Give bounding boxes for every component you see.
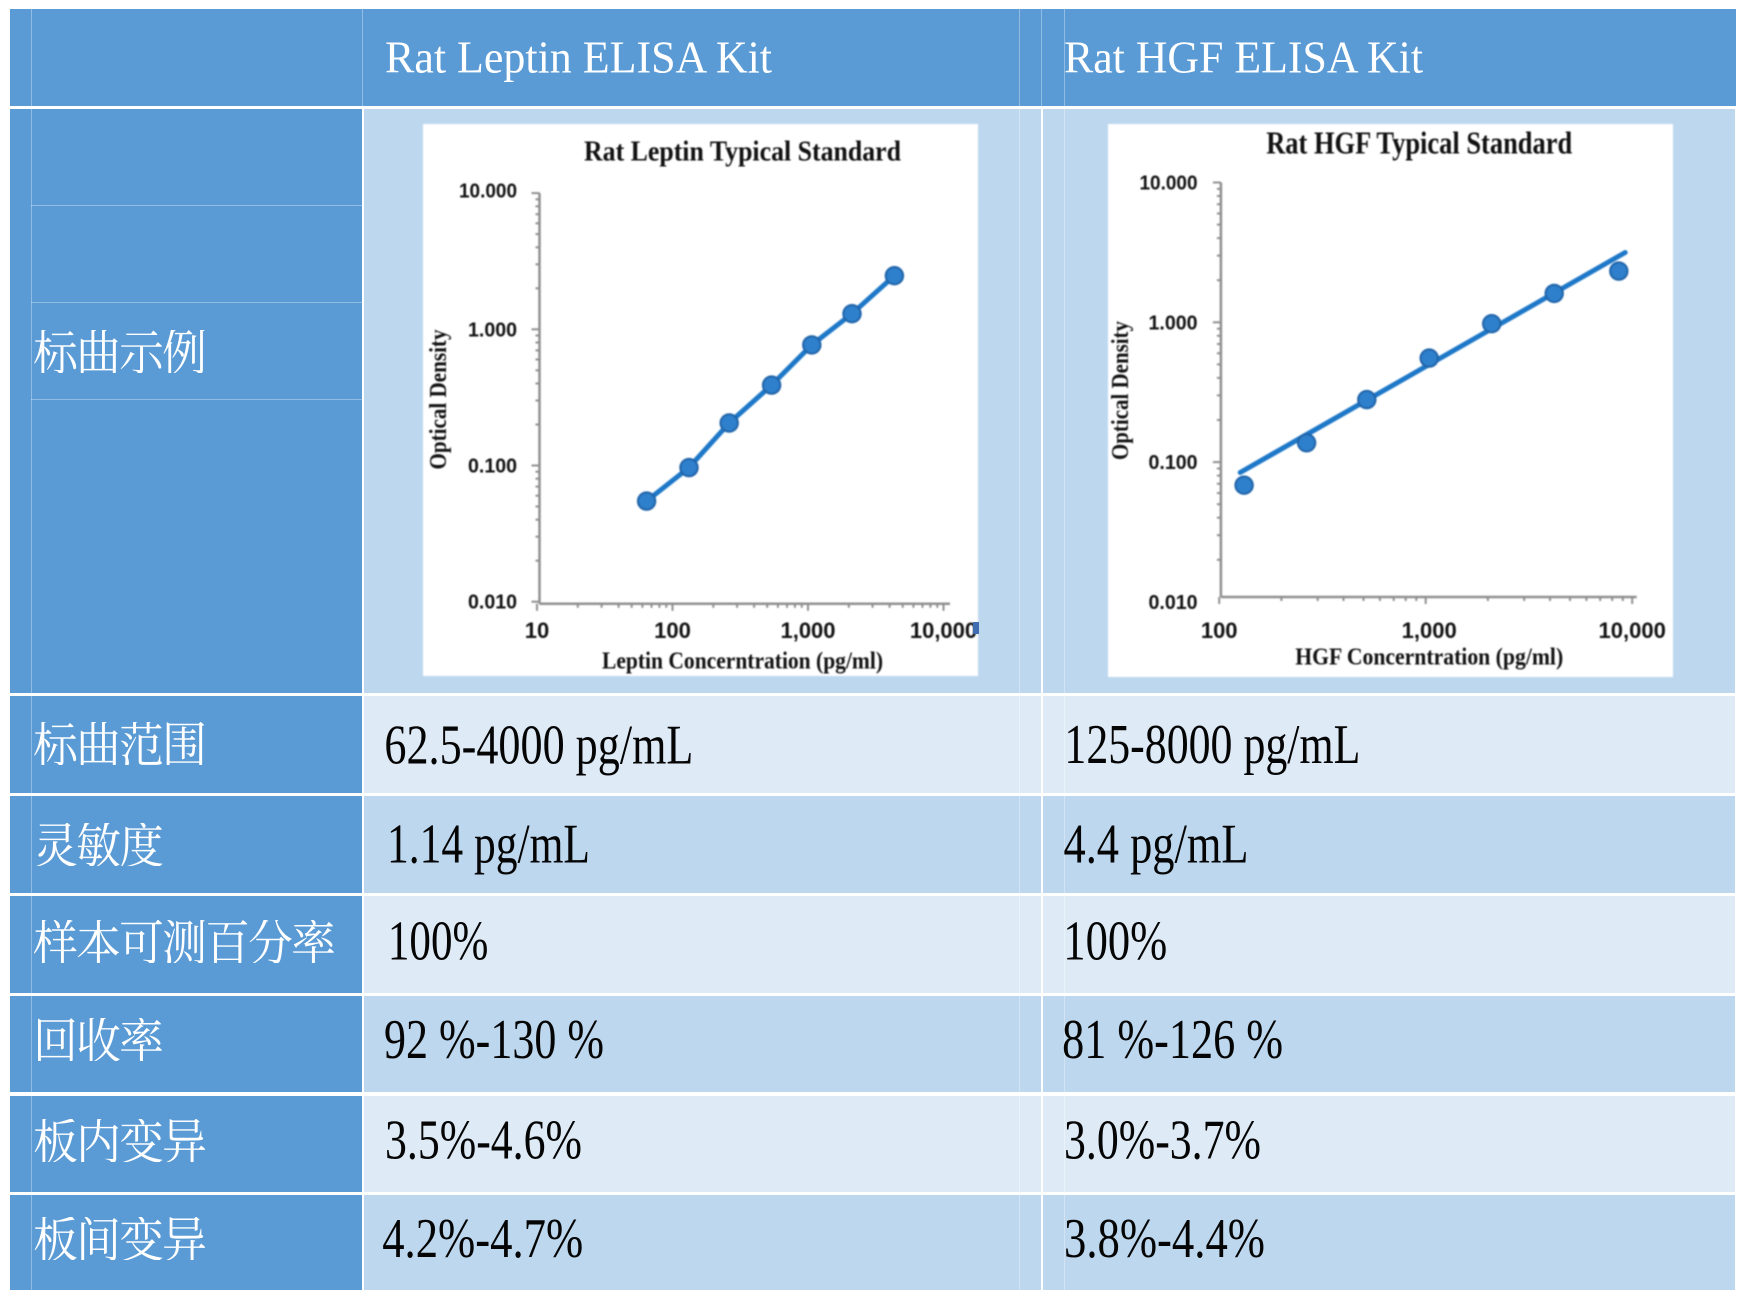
svg-text:3.8%-4.4%: 3.8%-4.4% <box>1064 1208 1265 1270</box>
svg-text:0.010: 0.010 <box>1148 591 1197 613</box>
svg-text:4.2%-4.7%: 4.2%-4.7% <box>382 1208 583 1270</box>
svg-text:Rat HGF Typical Standard: Rat HGF Typical Standard <box>1266 124 1572 160</box>
svg-text:62.5-4000 pg/mL: 62.5-4000 pg/mL <box>384 715 693 777</box>
svg-text:100: 100 <box>1201 618 1238 643</box>
svg-text:1,000: 1,000 <box>1401 618 1456 643</box>
svg-text:3.5%-4.6%: 3.5%-4.6% <box>385 1110 582 1172</box>
svg-text:0.100: 0.100 <box>468 455 517 477</box>
svg-text:10,000: 10,000 <box>1598 618 1665 643</box>
svg-text:Optical Density: Optical Density <box>426 329 452 469</box>
svg-text:1.14 pg/mL: 1.14 pg/mL <box>387 814 590 876</box>
svg-text:4.4 pg/mL: 4.4 pg/mL <box>1064 814 1249 876</box>
svg-text:HGF Concerntration (pg/ml): HGF Concerntration (pg/ml) <box>1295 644 1563 670</box>
svg-text:100%: 100% <box>1063 911 1167 973</box>
svg-text:100%: 100% <box>388 911 489 973</box>
svg-text:3.0%-3.7%: 3.0%-3.7% <box>1064 1110 1261 1172</box>
svg-text:Rat Leptin ELISA Kit: Rat Leptin ELISA Kit <box>385 32 772 83</box>
svg-text:Rat Leptin Typical Standard: Rat Leptin Typical Standard <box>584 136 901 167</box>
svg-text:1.000: 1.000 <box>468 319 517 341</box>
svg-text:1,000: 1,000 <box>780 618 835 643</box>
svg-text:Rat HGF ELISA Kit: Rat HGF ELISA Kit <box>1064 32 1423 83</box>
svg-text:125-8000 pg/mL: 125-8000 pg/mL <box>1064 714 1360 776</box>
svg-text:81 %-126 %: 81 %-126 % <box>1062 1009 1283 1071</box>
svg-text:10.000: 10.000 <box>1139 172 1197 194</box>
svg-text:10.000: 10.000 <box>459 180 517 202</box>
svg-text:0.010: 0.010 <box>468 591 517 613</box>
svg-text:92 %-130 %: 92 %-130 % <box>384 1009 604 1071</box>
svg-text:Leptin Concerntration (pg/ml): Leptin Concerntration (pg/ml) <box>602 648 883 674</box>
svg-text:10,000: 10,000 <box>910 618 977 643</box>
svg-text:100: 100 <box>654 618 691 643</box>
svg-text:1.000: 1.000 <box>1148 312 1197 334</box>
svg-text:10: 10 <box>525 618 549 643</box>
svg-text:0.100: 0.100 <box>1148 452 1197 474</box>
svg-text:Optical Density: Optical Density <box>1108 321 1134 460</box>
